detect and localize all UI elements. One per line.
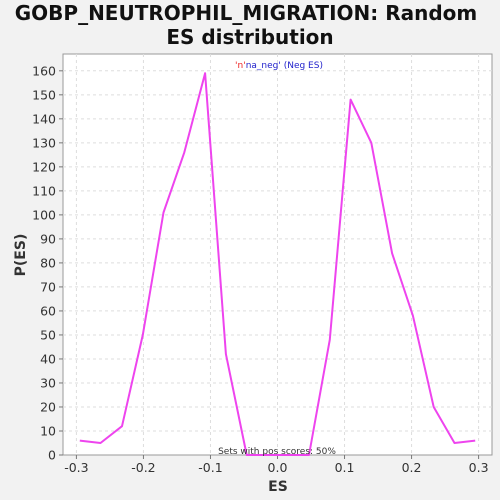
y-tick-label: 0 bbox=[48, 448, 56, 463]
x-tick-label: -0.2 bbox=[131, 460, 155, 475]
grid bbox=[63, 54, 492, 455]
x-tick-label: -0.3 bbox=[64, 460, 88, 475]
y-tick-label: 160 bbox=[32, 63, 56, 78]
legend-text: na_neg' (Neg ES) bbox=[246, 61, 323, 71]
y-tick-label: 140 bbox=[32, 111, 56, 126]
y-tick-label: 110 bbox=[32, 183, 56, 198]
y-tick-label: 80 bbox=[40, 255, 56, 270]
x-axis-label: ES bbox=[268, 479, 288, 495]
y-tick-label: 90 bbox=[40, 231, 56, 246]
x-axis-ticks: -0.3 -0.2 -0.1 0.0 0.1 0.2 0.3 bbox=[64, 455, 489, 475]
y-tick-label: 10 bbox=[40, 423, 56, 438]
y-tick-label: 120 bbox=[32, 159, 56, 174]
x-tick-label: -0.1 bbox=[198, 460, 222, 475]
y-tick-label: 100 bbox=[32, 207, 56, 222]
chart-title-line-1: GOBP_NEUTROPHIL_MIGRATION: Random bbox=[15, 1, 478, 25]
y-tick-label: 130 bbox=[32, 135, 56, 150]
x-tick-label: 0.1 bbox=[335, 460, 355, 475]
y-tick-label: 60 bbox=[40, 303, 56, 318]
legend-prefix: 'n' bbox=[235, 61, 246, 71]
y-tick-label: 40 bbox=[40, 351, 56, 366]
pos-scores-annotation: Sets with pos scores: 50% bbox=[218, 447, 336, 457]
chart-title-line-2: ES distribution bbox=[166, 25, 333, 49]
series-line bbox=[79, 72, 476, 456]
y-tick-label: 70 bbox=[40, 279, 56, 294]
y-axis-ticks: 0 10 20 30 40 50 60 70 80 90 100 110 120 130 140 150 160 bbox=[32, 63, 63, 463]
legend-entry: 'n'na_neg' (Neg ES) bbox=[235, 61, 323, 71]
x-tick-label: 0.3 bbox=[469, 460, 489, 475]
series-layer bbox=[79, 72, 476, 456]
y-tick-label: 30 bbox=[40, 375, 56, 390]
y-tick-label: 20 bbox=[40, 399, 56, 414]
y-tick-label: 50 bbox=[40, 327, 56, 342]
y-tick-label: 150 bbox=[32, 87, 56, 102]
x-tick-label: 0.0 bbox=[268, 460, 288, 475]
y-axis-label: P(ES) bbox=[13, 234, 29, 277]
x-tick-label: 0.2 bbox=[402, 460, 422, 475]
